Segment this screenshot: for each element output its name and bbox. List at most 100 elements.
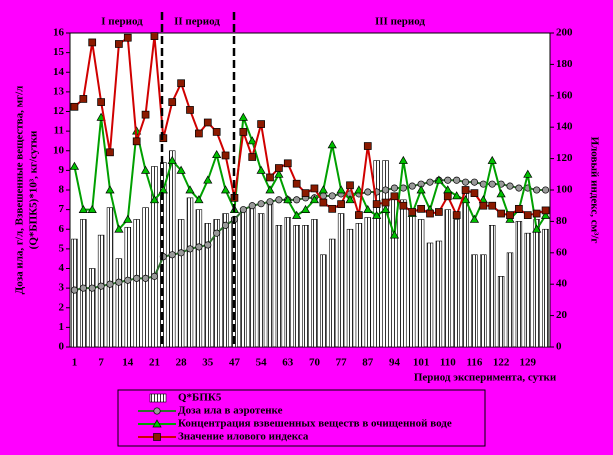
x-tick-label: 28 xyxy=(176,357,188,369)
marker xyxy=(532,224,542,233)
marker xyxy=(533,186,541,194)
marker xyxy=(452,211,461,219)
marker xyxy=(150,32,159,40)
bar xyxy=(266,203,274,348)
bar xyxy=(284,217,292,348)
marker xyxy=(541,206,550,215)
marker xyxy=(426,178,434,186)
marker xyxy=(222,221,230,229)
marker xyxy=(238,112,248,121)
x-tick-label: 70 xyxy=(309,357,321,369)
marker xyxy=(426,209,434,218)
marker xyxy=(390,192,399,201)
marker xyxy=(257,120,265,128)
marker xyxy=(79,95,88,103)
marker xyxy=(97,282,105,290)
bar xyxy=(373,160,380,348)
y2-tick-label: 160 xyxy=(556,89,573,101)
marker xyxy=(140,165,151,174)
marker xyxy=(532,209,541,218)
marker xyxy=(159,134,168,143)
bar xyxy=(417,219,425,348)
marker xyxy=(390,184,398,192)
y2-tick-label: 40 xyxy=(556,278,568,290)
legend-label: Q*БПК5 xyxy=(178,392,222,404)
bar xyxy=(426,242,434,348)
bar xyxy=(435,240,443,348)
period-label: III период xyxy=(375,16,425,28)
y-tick-label: 3 xyxy=(59,282,65,294)
x-tick-label: 94 xyxy=(389,357,401,369)
marker xyxy=(220,185,231,194)
marker xyxy=(78,204,88,213)
marker xyxy=(133,274,141,282)
y2-tick-label: 100 xyxy=(556,184,573,196)
bar xyxy=(320,254,327,348)
marker xyxy=(452,191,462,200)
marker xyxy=(176,165,186,174)
marker xyxy=(443,192,452,201)
marker xyxy=(380,204,391,213)
marker xyxy=(328,204,337,213)
period-label: II период xyxy=(174,16,220,28)
marker xyxy=(487,155,497,164)
marker xyxy=(115,278,123,286)
y-axis-title: (Q*БПК5)*10³, кг/сутки xyxy=(28,130,40,249)
marker xyxy=(462,178,470,186)
x-tick-label: 110 xyxy=(440,357,456,369)
y2-tick-label: 0 xyxy=(556,341,562,353)
marker xyxy=(523,169,533,178)
marker xyxy=(115,40,123,48)
bar xyxy=(506,252,514,348)
bar xyxy=(133,219,140,348)
x-tick-label: 14 xyxy=(122,357,134,369)
marker xyxy=(265,185,275,194)
marker xyxy=(213,229,221,237)
bar xyxy=(355,223,363,348)
marker xyxy=(328,192,336,200)
marker xyxy=(106,148,114,157)
x-tick-label: 101 xyxy=(413,357,430,369)
marker xyxy=(88,284,96,292)
bar xyxy=(257,213,265,348)
marker xyxy=(158,185,168,194)
y-tick-label: 6 xyxy=(59,223,65,235)
x-tick-label: 54 xyxy=(256,357,268,369)
marker xyxy=(69,161,80,170)
marker xyxy=(398,155,408,164)
bar xyxy=(515,221,523,348)
legend-marker xyxy=(153,407,161,415)
bar xyxy=(248,207,256,348)
marker xyxy=(256,165,266,174)
bar xyxy=(542,228,549,348)
marker xyxy=(274,169,284,178)
marker xyxy=(310,184,319,193)
marker xyxy=(266,198,274,206)
marker xyxy=(318,185,328,194)
y2-axis-title: Иловый индекс, см³/г xyxy=(588,137,600,244)
marker xyxy=(417,204,425,213)
y2-tick-label: 180 xyxy=(556,58,573,70)
bar xyxy=(88,268,96,348)
marker xyxy=(149,195,160,204)
x-axis-title: Период эксперимента, сутки xyxy=(414,372,557,384)
bar xyxy=(97,234,105,348)
x-tick-label: 87 xyxy=(362,357,374,369)
x-tick-label: 116 xyxy=(466,357,482,369)
x-tick-label: 129 xyxy=(520,357,537,369)
marker xyxy=(434,175,444,184)
marker xyxy=(203,175,213,184)
marker xyxy=(123,214,133,223)
marker xyxy=(293,196,301,204)
marker xyxy=(540,210,551,219)
marker xyxy=(408,208,417,216)
marker xyxy=(114,224,124,233)
marker xyxy=(185,185,195,194)
x-tick-label: 7 xyxy=(98,357,104,369)
legend-marker xyxy=(152,419,162,428)
y-tick-label: 9 xyxy=(59,164,65,176)
y-tick-label: 8 xyxy=(59,184,65,196)
y-tick-label: 14 xyxy=(53,66,65,78)
y-tick-label: 4 xyxy=(59,262,65,274)
